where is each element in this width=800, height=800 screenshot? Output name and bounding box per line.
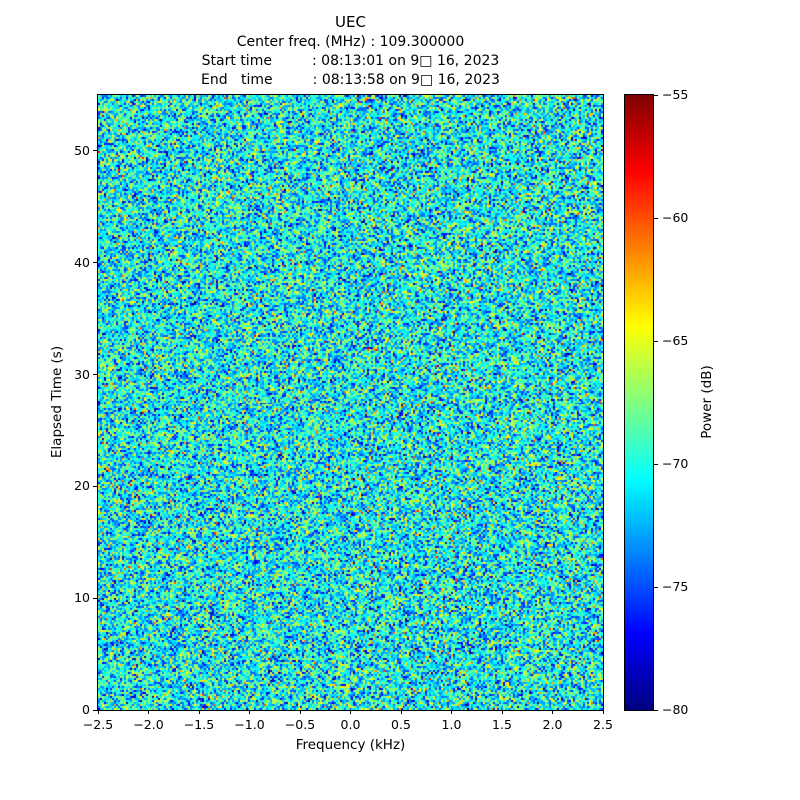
y-tick-mark (93, 262, 97, 264)
x-tick-mark (198, 710, 200, 714)
end-time-line: End time : 08:13:58 on 9□ 16, 2023 (201, 72, 500, 88)
y-tick-mark (93, 485, 97, 487)
colorbar-tick-mark (654, 463, 658, 465)
y-tick-label: 10 (74, 590, 90, 606)
x-tick-label: 2.0 (542, 717, 563, 732)
x-tick-mark (451, 710, 452, 714)
x-tick-mark (97, 710, 99, 714)
x-tick-mark (501, 710, 503, 714)
colorbar-tick-mark (654, 94, 658, 96)
x-tick-label: 0.0 (340, 717, 361, 732)
colorbar-tick-label: −60 (662, 210, 689, 225)
x-tick-mark (148, 710, 149, 714)
x-tick-mark (552, 710, 553, 714)
y-tick-mark (93, 597, 97, 599)
x-tick-label: 1.0 (441, 717, 462, 732)
x-tick-label: 2.5 (593, 717, 613, 732)
colorbar-tick-label: −75 (662, 579, 689, 594)
start-time-line: Start time : 08:13:01 on 9□ 16, 2023 (201, 53, 500, 69)
x-tick-mark (249, 710, 250, 714)
x-tick-label: −1.5 (183, 717, 215, 732)
figure-header: UEC Center freq. (MHz) : 109.300000 Star… (98, 12, 603, 90)
y-tick-mark (93, 709, 97, 711)
chart-title: UEC (335, 13, 366, 31)
x-axis-label: Frequency (kHz) (295, 737, 406, 753)
x-tick-mark (350, 710, 351, 714)
spectrogram-plot-area (97, 94, 604, 711)
x-tick-label: 0.5 (391, 717, 411, 732)
y-tick-label: 40 (74, 254, 90, 270)
x-tick-label: 1.5 (492, 717, 512, 732)
colorbar-tick-mark (654, 340, 658, 342)
y-tick-mark (93, 374, 97, 376)
colorbar-tick-label: −70 (662, 456, 689, 471)
x-tick-mark (299, 710, 301, 714)
y-tick-label: 50 (74, 142, 90, 158)
x-tick-mark (602, 710, 604, 714)
colorbar-tick-mark (654, 217, 658, 219)
x-tick-label: −1.0 (234, 717, 265, 732)
y-tick-label: 20 (74, 478, 90, 494)
colorbar-tick-label: −65 (662, 333, 689, 348)
colorbar-gradient (625, 95, 653, 710)
y-tick-mark (93, 150, 97, 152)
x-tick-label: −0.5 (284, 717, 316, 732)
y-axis-label: Elapsed Time (s) (49, 345, 65, 459)
x-tick-mark (400, 710, 402, 714)
colorbar-tick-mark (654, 586, 658, 588)
y-tick-label: 0 (82, 702, 90, 717)
colorbar-tick-label: −55 (662, 87, 689, 102)
colorbar-tick-label: −80 (662, 702, 689, 717)
spectrogram-canvas (98, 95, 603, 710)
x-tick-label: −2.5 (82, 717, 114, 732)
center-frequency-line: Center freq. (MHz) : 109.300000 (236, 34, 465, 50)
colorbar (624, 94, 654, 711)
colorbar-tick-mark (654, 709, 658, 711)
y-tick-label: 30 (74, 366, 90, 382)
x-tick-label: −2.0 (133, 717, 164, 732)
colorbar-label: Power (dB) (699, 365, 715, 439)
